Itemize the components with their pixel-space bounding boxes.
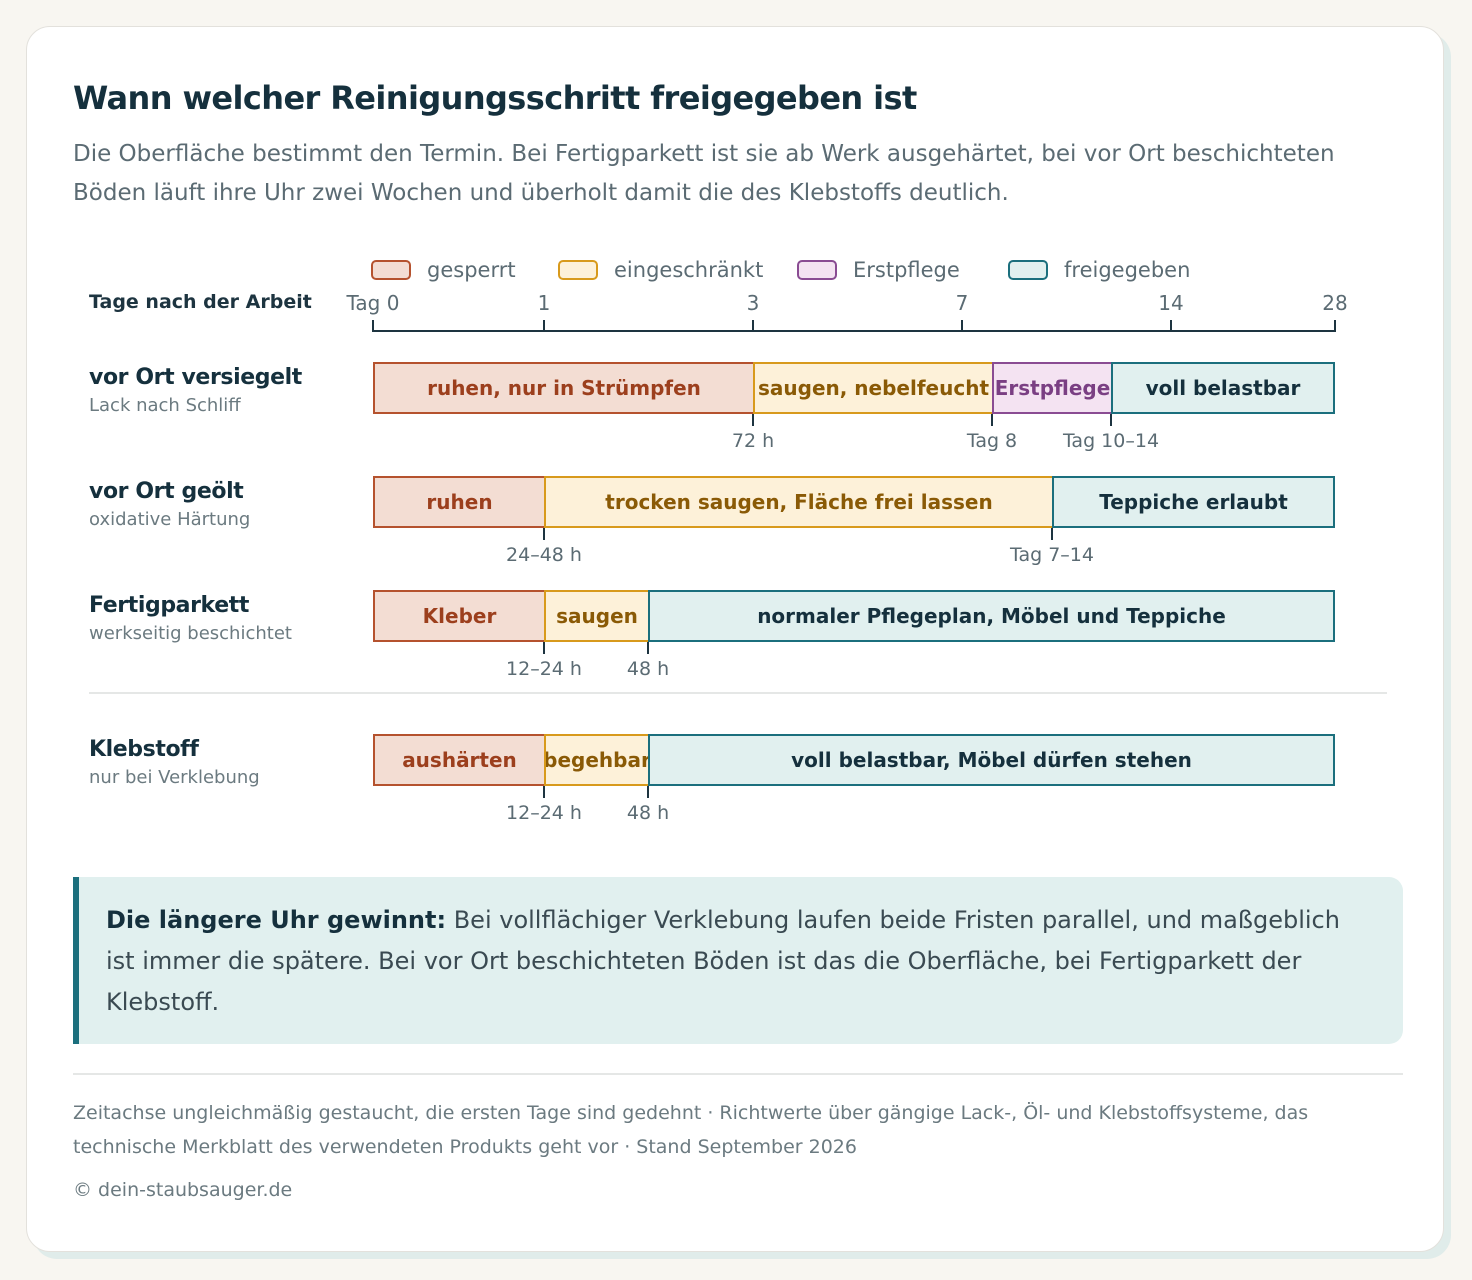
section-divider xyxy=(89,692,1387,694)
segment-vor-ort-versiegelt-firstcare: Erstpflege xyxy=(992,362,1113,414)
legend-item-free: freigegeben xyxy=(1008,257,1190,283)
legend-label-free: freigegeben xyxy=(1064,258,1191,282)
segment-vor-ort-geolt-limited: trocken saugen, Fläche frei lassen xyxy=(544,476,1054,528)
segment-vor-ort-versiegelt-locked: ruhen, nur in Strümpfen xyxy=(373,362,755,414)
footer-divider xyxy=(73,1073,1403,1075)
mark-label-vor-ort-versiegelt-3: 72 h xyxy=(731,430,775,452)
intro-text: Die Oberfläche bestimmt den Termin. Bei … xyxy=(73,141,1335,206)
axis-title: Tage nach der Arbeit xyxy=(89,291,312,313)
legend-swatch-locked xyxy=(371,260,411,280)
callout-box: Die längere Uhr gewinnt: Bei vollflächig… xyxy=(73,877,1403,1044)
legend-swatch-limited xyxy=(558,260,598,280)
mark-label-vor-ort-versiegelt-12: Tag 10–14 xyxy=(1062,430,1160,452)
row-title-vor-ort-geolt: vor Ort geölt xyxy=(89,479,244,504)
row-subtitle-fertigparkett: werkseitig beschichtet xyxy=(89,623,292,644)
legend-label-limited: eingeschränkt xyxy=(614,258,764,282)
segment-vor-ort-geolt-locked: ruhen xyxy=(373,476,546,528)
legend-item-locked: gesperrt xyxy=(371,257,516,283)
row-subtitle-vor-ort-versiegelt: Lack nach Schliff xyxy=(89,395,241,416)
legend-item-limited: eingeschränkt xyxy=(558,257,763,283)
row-subtitle-klebstoff: nur bei Verklebung xyxy=(89,767,260,788)
axis-tick-label-28: 28 xyxy=(1322,291,1348,315)
row-title-klebstoff: Klebstoff xyxy=(89,737,199,762)
axis-tick-label-14: 14 xyxy=(1158,291,1184,315)
legend-label-locked: gesperrt xyxy=(427,258,516,282)
footnote: Zeitachse ungleichmäßig gestaucht, die e… xyxy=(73,1102,1309,1158)
mark-label-vor-ort-geolt-1: 24–48 h xyxy=(506,544,582,566)
row-title-vor-ort-versiegelt: vor Ort versiegelt xyxy=(89,365,302,390)
segment-vor-ort-geolt-free: Teppiche erlaubt xyxy=(1052,476,1335,528)
copyright: © dein-staubsauger.de xyxy=(73,1179,293,1201)
row-title-fertigparkett: Fertigparkett xyxy=(89,593,249,618)
callout-text: Bei vollflächiger Verklebung laufen beid… xyxy=(106,906,1340,1016)
legend-label-firstcare: Erstpflege xyxy=(853,258,960,282)
segment-fertigparkett-limited: saugen xyxy=(544,590,650,642)
mark-label-klebstoff-2: 48 h xyxy=(626,802,670,824)
legend-item-firstcare: Erstpflege xyxy=(797,257,960,283)
timeline-chart xyxy=(372,320,1336,798)
axis-tick-label-0: Tag 0 xyxy=(346,291,400,315)
axis-tick-label-1: 1 xyxy=(537,291,551,315)
page-title: Wann welcher Reinigungsschritt freigegeb… xyxy=(73,79,917,117)
axis-tick-label-7: 7 xyxy=(955,291,969,315)
infographic-card: Wann welcher Reinigungsschritt freigegeb… xyxy=(26,26,1444,1252)
row-subtitle-vor-ort-geolt: oxidative Härtung xyxy=(89,509,251,530)
legend-swatch-firstcare xyxy=(797,260,837,280)
segment-fertigparkett-locked: Kleber xyxy=(373,590,546,642)
segment-klebstoff-free: voll belastbar, Möbel dürfen stehen xyxy=(648,734,1335,786)
segment-vor-ort-versiegelt-free: voll belastbar xyxy=(1111,362,1335,414)
mark-label-klebstoff-1: 12–24 h xyxy=(506,802,582,824)
segment-klebstoff-locked: aushärten xyxy=(373,734,546,786)
segment-fertigparkett-free: normaler Pflegeplan, Möbel und Teppiche xyxy=(648,590,1335,642)
mark-label-vor-ort-versiegelt-8: Tag 8 xyxy=(966,430,1018,452)
mark-label-fertigparkett-1: 12–24 h xyxy=(506,658,582,680)
segment-klebstoff-limited: begehbar xyxy=(544,734,650,786)
axis-tick-label-3: 3 xyxy=(746,291,760,315)
callout-lead: Die längere Uhr gewinnt: xyxy=(106,906,447,934)
mark-label-fertigparkett-2: 48 h xyxy=(626,658,670,680)
legend-swatch-free xyxy=(1008,260,1048,280)
mark-label-vor-ort-geolt-10: Tag 7–14 xyxy=(1010,544,1094,566)
segment-vor-ort-versiegelt-limited: saugen, nebelfeucht xyxy=(753,362,994,414)
